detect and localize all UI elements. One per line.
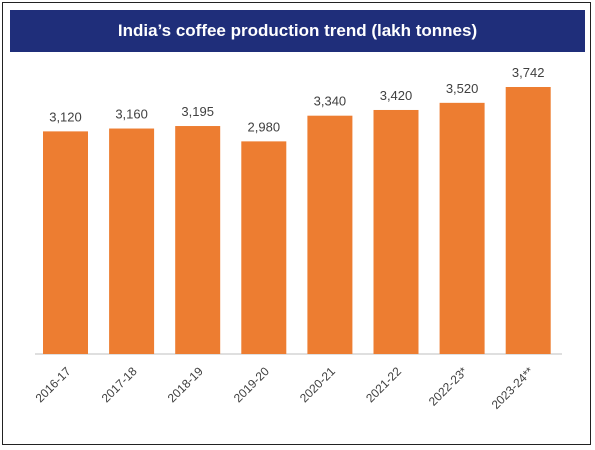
bar — [43, 131, 88, 354]
bar — [505, 87, 551, 354]
bar — [439, 102, 485, 354]
x-tick-label: 2020-21 — [297, 364, 338, 405]
data-label: 3,120 — [49, 109, 82, 124]
bar — [307, 115, 353, 354]
bar — [241, 141, 287, 354]
x-tick-label: 2022-23* — [426, 364, 471, 409]
bar — [109, 128, 155, 354]
data-label: 3,195 — [181, 104, 214, 119]
x-tick-label: 2017-18 — [99, 364, 140, 405]
data-label: 3,742 — [512, 65, 545, 80]
data-label: 3,520 — [446, 81, 479, 96]
chart-frame — [2, 2, 591, 445]
bar — [175, 126, 221, 354]
x-tick-label: 2018-19 — [165, 364, 206, 405]
x-tick-label: 2021-22 — [363, 364, 404, 405]
data-label: 2,980 — [248, 119, 281, 134]
x-tick-label: 2019-20 — [231, 364, 272, 405]
data-label: 3,160 — [115, 107, 148, 122]
chart-title: India’s coffee production trend (lakh to… — [10, 10, 585, 52]
bar — [373, 109, 419, 355]
data-label: 3,420 — [380, 88, 413, 103]
data-label: 3,340 — [314, 94, 347, 109]
x-tick-label: 2023-24** — [489, 364, 537, 412]
x-tick-label: 2016-17 — [33, 364, 74, 405]
